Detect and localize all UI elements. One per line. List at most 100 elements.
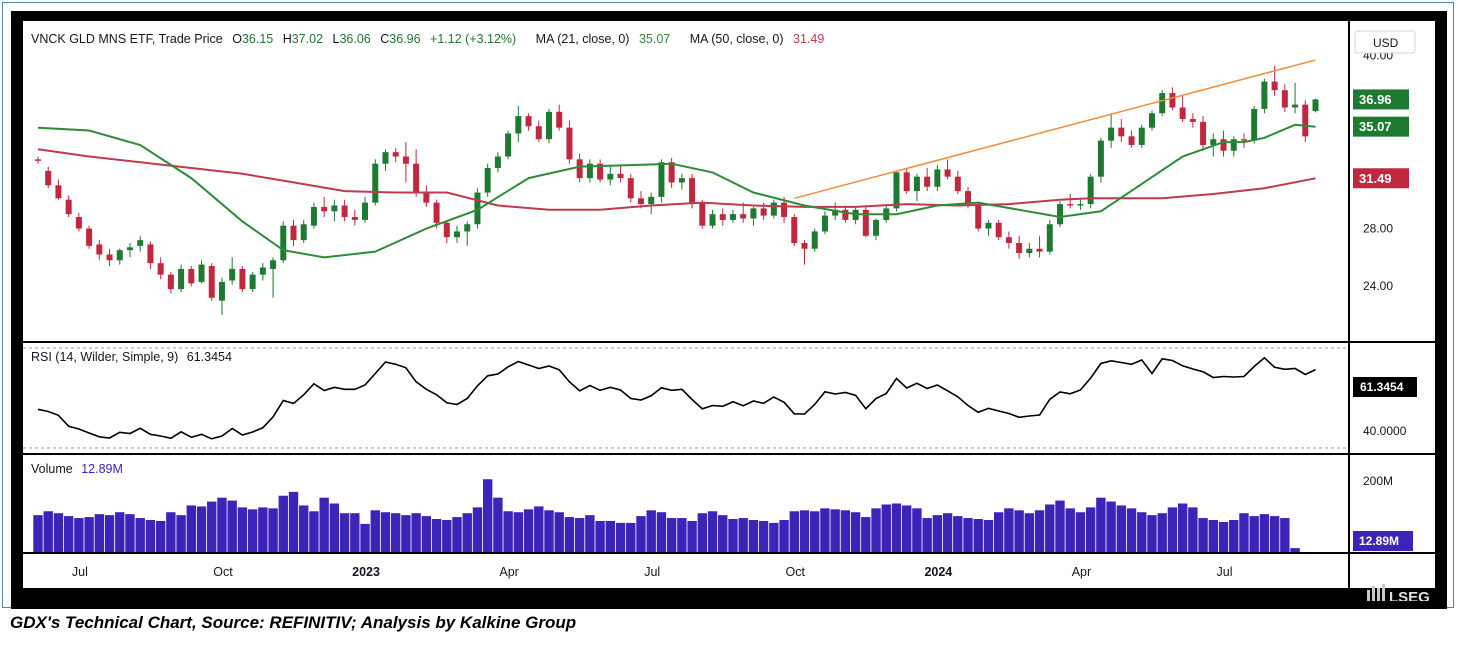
candle (188, 266, 195, 287)
candle-body (1240, 139, 1247, 141)
candle-body (709, 214, 716, 226)
volume-bar (319, 497, 329, 552)
logo-glyph-icon (1367, 584, 1385, 601)
candle-body (35, 159, 41, 161)
candle-body (239, 268, 246, 290)
candle-body (65, 199, 72, 215)
volume-bar (1116, 505, 1127, 552)
volume-bar (452, 517, 462, 552)
volume-bar (861, 517, 871, 552)
candle-body (116, 250, 123, 261)
volume-bar (963, 518, 973, 552)
candle (55, 179, 62, 200)
candle-body (781, 202, 788, 218)
candle (249, 271, 256, 292)
legend-open-label: O (232, 32, 242, 46)
volume-bar (687, 520, 697, 552)
volume-bar (247, 509, 258, 552)
candle (259, 263, 266, 281)
volume-bar (217, 497, 227, 552)
time-tick-label: Oct (786, 565, 806, 579)
candle (576, 153, 583, 183)
currency-box[interactable] (1354, 30, 1416, 54)
volume-bar (431, 519, 442, 552)
candle (494, 152, 501, 173)
volume-bar (1014, 510, 1024, 552)
volume-bar (207, 501, 217, 552)
legend-close-label: C (380, 32, 389, 46)
candle-body (1302, 104, 1309, 137)
candle (750, 206, 757, 226)
volume-bar (462, 513, 472, 552)
candle-body (433, 202, 440, 223)
candle (443, 219, 450, 243)
legend-symbol: VNCK GLD MNS ETF, Trade Price (31, 32, 223, 46)
volume-bar (84, 517, 94, 552)
candle (515, 106, 522, 143)
candle (1067, 193, 1074, 209)
candle (1312, 98, 1319, 113)
volume-value-text: 12.89M (1359, 534, 1399, 548)
candle-body (382, 152, 389, 164)
candle (903, 168, 910, 194)
candle (167, 271, 174, 294)
candle-body (1026, 248, 1033, 254)
candle (709, 209, 716, 229)
volume-plot (33, 479, 1300, 552)
volume-bar (380, 512, 391, 552)
lseg-logo: LSEG (1367, 584, 1430, 601)
volume-bar (554, 512, 564, 552)
candle (1097, 137, 1104, 183)
volume-bar (1075, 512, 1086, 552)
volume-bar (932, 515, 943, 552)
candle-body (1046, 224, 1053, 252)
candle (566, 120, 573, 164)
candle-body (740, 214, 747, 219)
candle-body (45, 170, 52, 186)
volume-bar (186, 505, 196, 552)
candle-body (505, 133, 512, 157)
volume-title: Volume (31, 462, 73, 476)
volume-bar (1157, 513, 1167, 552)
volume-bar (155, 520, 166, 552)
volume-bar (288, 491, 299, 552)
volume-bar (237, 507, 248, 552)
candle (791, 214, 798, 246)
volume-bar (411, 513, 421, 552)
volume-value-label (1353, 531, 1413, 551)
candle (1189, 113, 1196, 128)
volume-bar (769, 522, 779, 552)
volume-bar (738, 518, 748, 552)
candle-body (208, 266, 215, 298)
candle-body (617, 173, 624, 179)
volume-bar (33, 515, 43, 552)
candle-body (1016, 242, 1023, 254)
candle-body (893, 172, 900, 209)
rsi-value-label (1353, 377, 1417, 397)
candle-body (310, 206, 317, 226)
ma50-price-label-text: 31.49 (1359, 171, 1392, 186)
candle-body (954, 176, 961, 192)
volume-bar (881, 504, 891, 552)
volume-bar (615, 522, 626, 552)
candle-body (229, 268, 236, 281)
volume-bar (626, 522, 636, 552)
volume-bar (574, 518, 585, 552)
candle-body (188, 268, 195, 284)
volume-bar (63, 516, 74, 552)
legend-ma21-label: MA (21, close, 0) (536, 32, 630, 46)
candle (556, 104, 563, 131)
candle (1200, 116, 1207, 151)
candle (1077, 199, 1084, 210)
candle (648, 192, 655, 215)
volume-bar (268, 508, 278, 552)
chart-caption: GDX's Technical Chart, Source: REFINITIV… (10, 613, 577, 632)
volume-bar (1126, 508, 1137, 552)
rsi-title: RSI (14, Wilder, Simple, 9) (31, 350, 178, 364)
candle (341, 199, 348, 222)
candle (944, 159, 951, 180)
price-plot (35, 59, 1319, 316)
rsi-plot (23, 347, 1348, 449)
candle (1261, 78, 1268, 114)
volume-bar (677, 518, 687, 552)
